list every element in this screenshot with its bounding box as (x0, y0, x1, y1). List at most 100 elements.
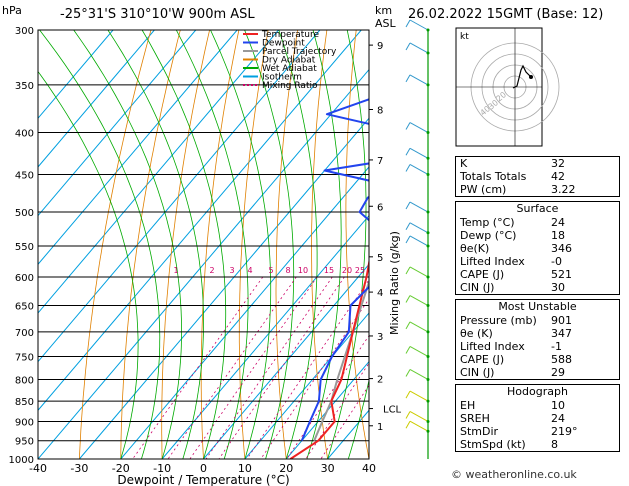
most-unstable-box: Most Unstable Pressure (mb) 901 θe (K) 347… (455, 299, 620, 380)
temperature-line (289, 257, 369, 459)
hodograph-box: Hodograph EH 10 SREH 24 StmDir 219° StmSpd … (455, 384, 620, 452)
wet-adiabat-line (175, 30, 249, 459)
isotherm-line (38, 30, 197, 217)
height-tick-label: 1 (377, 422, 383, 433)
wind-barb-dot (426, 354, 430, 358)
mixing-ratio-line (205, 276, 333, 459)
isotherm-line (38, 30, 155, 168)
wind-barb (409, 74, 429, 86)
mixing-ratio-line (246, 279, 369, 459)
pressure-tick-label: 800 (15, 375, 34, 386)
legend-label: Wet Adiabat (262, 64, 317, 74)
height-unit-asl: ASL (375, 17, 396, 30)
wind-barb (409, 390, 429, 402)
wind-barb-dot (426, 51, 430, 55)
dry-adiabat-line (238, 30, 269, 459)
height-tick-label: 9 (377, 41, 383, 52)
hodograph-row: StmSpd (kt) 8 (460, 438, 558, 451)
wind-barb-dot (426, 275, 430, 279)
wind-barb-flag (405, 295, 411, 303)
wind-barb-dot (426, 156, 430, 160)
wet-adiabat-line (347, 378, 369, 459)
hodograph-row: EH 10 (460, 399, 565, 412)
legend-label: Dry Adiabat (262, 56, 316, 66)
mixing-ratio-label: 25 (355, 266, 365, 275)
wind-barb-dot (426, 304, 430, 308)
surface-title: Surface (516, 202, 559, 215)
hodograph-row: SREH 24 (460, 412, 565, 425)
wind-barb-flag (405, 420, 411, 429)
pressure-tick-label: 300 (15, 26, 34, 37)
height-tick-label: 3 (377, 332, 383, 343)
pressure-tick-label: 650 (15, 302, 34, 313)
dry-adiabat-line (275, 30, 298, 459)
wind-barb-flag (405, 148, 411, 156)
wind-barb-dot (426, 419, 430, 423)
pressure-tick-label: 350 (15, 81, 34, 92)
pressure-tick-label: 400 (15, 129, 34, 140)
isotherm-line (38, 68, 369, 459)
most-unstable-row: CAPE (J) 588 (460, 353, 572, 366)
wind-barb-flag (405, 369, 411, 377)
most-unstable-row: CIN (J) 29 (460, 366, 565, 379)
wind-barb (409, 122, 429, 133)
isotherm-line (38, 30, 238, 266)
index-row: PW (cm) 3.22 (460, 183, 576, 196)
wind-barb (409, 201, 429, 213)
storm-motion-dot (529, 75, 533, 79)
mixing-ratio-label: 3 (229, 266, 234, 275)
temperature-tick-label: -40 (29, 462, 47, 475)
legend-label: Isotherm (262, 73, 302, 83)
height-tick-label: 4 (377, 288, 383, 299)
wind-barb-flag (405, 411, 411, 419)
wind-barb-dot (426, 377, 430, 381)
surface-row: Dewp (°C) 18 (460, 229, 565, 242)
surface-row: Temp (°C) 24 (460, 216, 565, 229)
wet-adiabat-line (306, 30, 342, 459)
temperature-tick-label: 30 (321, 462, 335, 475)
legend-label: Mixing Ratio (262, 81, 318, 91)
wind-barb (409, 295, 429, 306)
isotherm-line (38, 30, 362, 412)
index-row: Totals Totals 42 (460, 170, 565, 183)
stats-table: K 32 Totals Totals 42 PW (cm) 3.22 Surface … (455, 156, 620, 456)
isotherm-line (38, 30, 321, 363)
wind-barb-flag (405, 19, 411, 28)
indices-box: K 32 Totals Totals 42 PW (cm) 3.22 (455, 156, 620, 197)
mixing-ratio-line (189, 276, 318, 459)
wind-barb (409, 369, 429, 380)
mixing-ratio-axis-label: Mixing Ratio (g/kg) (388, 231, 401, 335)
temperature-tick-label: -10 (153, 462, 171, 475)
mixing-ratio-label: 8 (285, 266, 290, 275)
pressure-tick-label: 600 (15, 273, 34, 284)
temperature-tick-label: 40 (362, 462, 376, 475)
wind-barb-flag (405, 390, 411, 399)
hodograph-title: Hodograph (507, 385, 568, 398)
wind-barb-dot (426, 330, 430, 334)
wind-barb-flag (405, 235, 411, 244)
legend-label: Dewpoint (262, 39, 305, 49)
height-tick-label: 8 (377, 106, 383, 117)
wind-barb (409, 420, 429, 432)
wind-barb-dot (426, 131, 430, 135)
mixing-ratio-label: 4 (247, 266, 252, 275)
surface-row: θe(K) 346 (460, 242, 572, 255)
isotherm-line (285, 360, 369, 459)
wind-barb (409, 164, 429, 175)
credit-text: © weatheronline.co.uk (451, 468, 577, 481)
wind-barb (409, 346, 429, 357)
hodograph-row: StmDir 219° (460, 425, 578, 438)
pressure-tick-label: 450 (15, 170, 34, 181)
temperature-tick-label: 20 (279, 462, 293, 475)
wind-barb-dot (426, 172, 430, 176)
isotherm-line (78, 117, 369, 459)
most-unstable-row: Lifted Index -1 (460, 340, 562, 353)
temperature-tick-label: -20 (112, 462, 130, 475)
pressure-tick-label: 950 (15, 437, 34, 448)
mixing-ratio-line (218, 276, 345, 459)
wind-barb-flag (405, 321, 411, 330)
wind-barb (409, 235, 429, 247)
wind-barb (409, 222, 429, 234)
pressure-tick-label: 700 (15, 328, 34, 339)
